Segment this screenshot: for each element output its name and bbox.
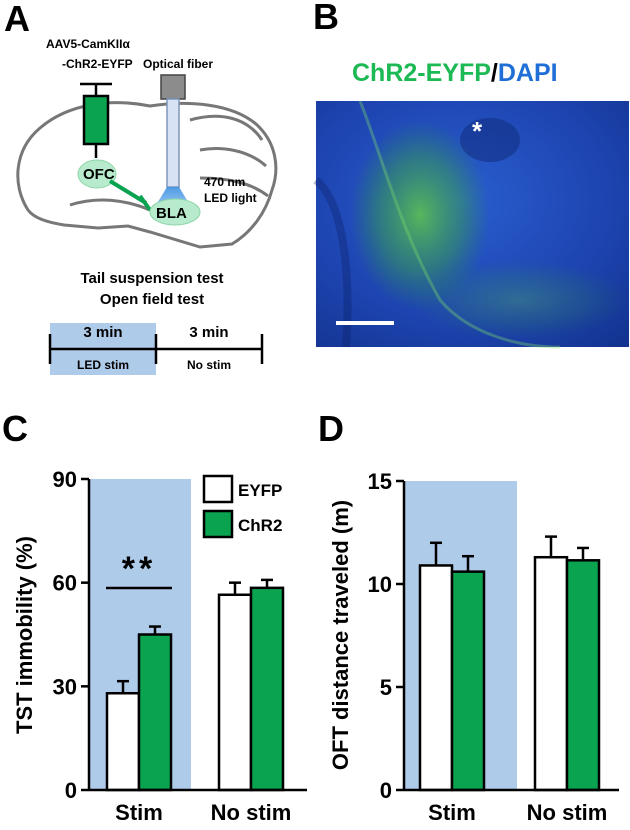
virus-label-line1: AAV5-CamKIIα [46,37,130,51]
panel-d-label: D [318,408,344,449]
d-bar-eyfp-stim [418,564,454,792]
c-y-tick-label: 0 [65,778,77,803]
title-separator: / [491,59,498,87]
d-y-tick-label: 10 [368,572,392,597]
fiber-tip-marker: * [472,116,483,146]
c-x-tick-label: Stim [115,800,163,825]
panel-b-title: ChR2-EYFP/DAPI [352,59,558,87]
c-y-tick-label: 90 [53,467,77,492]
fiber-label: Optical fiber [143,57,213,71]
c-bar-chr2-stim [137,633,173,792]
legend-swatch-chr2 [202,509,234,539]
legend-label-eyfp: EYFP [238,481,282,500]
scale-bar [336,321,394,325]
bla-label: BLA [156,205,187,222]
panel-a-label: A [4,0,30,39]
test-label-1: Tail suspension test [80,270,223,287]
projection-terminal [138,194,152,212]
syringe-icon [80,82,112,158]
d-bar-chr2-stim [450,570,486,792]
d-y-axis-title: OFT distance traveled (m) [328,500,353,770]
microscopy-image [313,100,630,349]
brain-outline [16,101,278,249]
d-x-tick-label: Stim [428,800,476,825]
c-y-tick-label: 60 [53,571,77,596]
c-bar-eyfp-no-stim [217,593,253,792]
c-bar-eyfp-stim [105,691,141,792]
ofc-label: OFC [83,166,115,183]
bla-region [149,198,201,226]
c-x-tick-label: No stim [211,800,292,825]
virus-label-line2: -ChR2-EYFP [62,57,133,71]
panel-d: D OFT distance traveled (m) Stim No stim 0… [318,408,619,825]
d-bar-chr2-no-stim [565,559,601,792]
c-y-tick-label: 30 [53,674,77,699]
d-y-tick-label: 0 [380,778,392,803]
d-bar-eyfp-no-stim [533,555,569,792]
ofc-region [77,159,117,189]
timeline-seg1-time: 3 min [83,324,122,341]
title-dapi: DAPI [498,59,558,87]
legend-label-chr2: ChR2 [238,516,282,535]
panel-a: A AAV5-CamKIIα -ChR2-EYFP Optical fiber … [4,0,278,375]
light-label-line1: 470 nm [204,175,245,189]
legend-swatch-eyfp [202,474,234,504]
d-y-tick-label: 15 [368,469,392,494]
title-chr2: ChR2-EYFP [352,59,491,87]
panel-c: C TST immobility (%) Stim No stim 0 30 60 90 *… [2,408,307,825]
light-label-line2: LED light [204,191,257,205]
panel-b: B ChR2-EYFP/DAPI * [313,0,630,349]
optical-fiber-icon [150,74,196,215]
test-label-2: Open field test [100,291,204,308]
c-bar-chr2-no-stim [249,586,285,792]
timeline-seg1-label: LED stim [77,358,129,372]
timeline-seg2-label: No stim [187,358,231,372]
d-x-tick-label: No stim [527,800,608,825]
panel-c-label: C [2,408,28,449]
d-y-tick-label: 5 [380,675,392,700]
c-significance-stars: ** [122,550,156,588]
timeline-seg2-time: 3 min [189,324,228,341]
c-y-axis-title: TST immobility (%) [12,536,37,734]
panel-b-label: B [313,0,339,37]
timeline: 3 min LED stim 3 min No stim [48,323,264,375]
